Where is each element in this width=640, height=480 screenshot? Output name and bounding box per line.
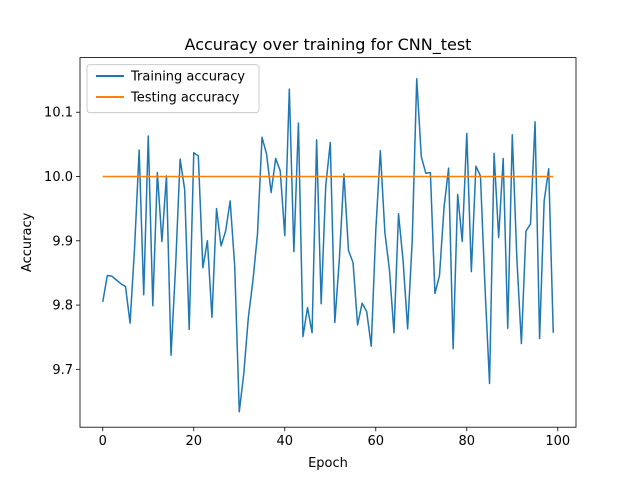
x-tick-label: 0 xyxy=(99,434,107,449)
y-tick-label: 10.0 xyxy=(44,170,73,185)
plot-area xyxy=(80,57,576,428)
y-tick-label: 10.1 xyxy=(44,106,73,121)
x-tick-label: 20 xyxy=(185,434,202,449)
x-tick-label: 60 xyxy=(368,434,385,449)
legend-box xyxy=(86,64,260,114)
y-tick-label: 9.8 xyxy=(52,299,73,314)
series-line-training-accuracy xyxy=(102,78,554,413)
x-axis-label: Epoch xyxy=(308,456,348,471)
legend: Training accuracy Testing accuracy xyxy=(86,64,260,114)
series-layer xyxy=(102,78,554,413)
legend-label-testing: Testing accuracy xyxy=(130,91,240,106)
x-tick-label: 100 xyxy=(545,434,570,449)
x-tick-label: 80 xyxy=(459,434,476,449)
y-axis: 9.7 9.8 9.9 10.0 10.1 xyxy=(44,106,80,378)
legend-label-training: Training accuracy xyxy=(130,70,245,85)
y-tick-label: 9.9 xyxy=(52,234,73,249)
x-tick-label: 40 xyxy=(276,434,293,449)
axes-frame xyxy=(79,57,577,428)
y-axis-label: Accuracy xyxy=(20,212,35,272)
chart-title: Accuracy over training for CNN_test xyxy=(185,35,472,55)
x-axis: 0 20 40 60 80 100 xyxy=(99,427,570,449)
y-tick-label: 9.7 xyxy=(52,363,73,378)
